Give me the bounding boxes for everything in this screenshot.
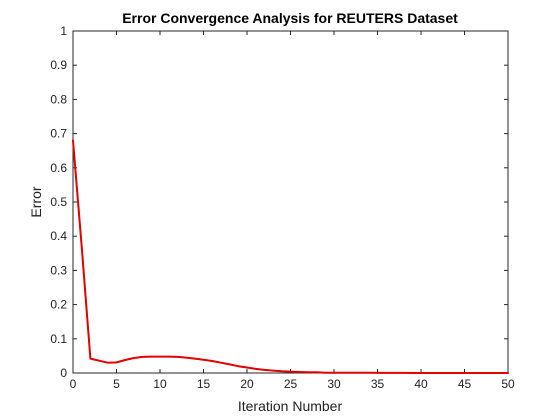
y-tick-label: 0.9 (50, 58, 67, 72)
y-tick-label: 0.8 (50, 92, 67, 106)
x-axis-label: Iteration Number (238, 398, 343, 414)
y-tick-label: 0.6 (50, 161, 67, 175)
y-tick-label: 0.4 (50, 229, 67, 243)
x-tick-label: 30 (327, 377, 341, 391)
error-series-line (72, 139, 509, 374)
x-tick-label: 45 (458, 377, 472, 391)
plot-area: 0 5 10 15 20 25 30 35 40 45 50 0 0.1 0.2 0.3 0.4 0.5 0.6 0… (50, 24, 515, 391)
y-tick-label: 0.3 (50, 263, 67, 277)
x-tick-label: 5 (113, 377, 120, 391)
x-tick-label: 40 (414, 377, 428, 391)
y-tick-label: 0.1 (50, 332, 67, 346)
x-tick-label: 0 (70, 377, 77, 391)
x-tick-label: 15 (197, 377, 211, 391)
x-tick-label: 20 (240, 377, 254, 391)
y-tick-label: 0.5 (50, 195, 67, 209)
chart-title: Error Convergence Analysis for REUTERS D… (122, 10, 458, 26)
y-tick-label: 0 (60, 366, 67, 380)
y-tick-label: 0.7 (50, 127, 67, 141)
x-tick-label: 50 (501, 377, 515, 391)
y-axis-label: Error (28, 186, 44, 217)
x-tick-label: 10 (153, 377, 167, 391)
axes-box (72, 30, 509, 374)
y-tick-label: 1 (60, 24, 67, 38)
x-tick-label: 25 (284, 377, 298, 391)
x-tick-label: 35 (371, 377, 385, 391)
y-tick-label: 0.2 (50, 298, 67, 312)
